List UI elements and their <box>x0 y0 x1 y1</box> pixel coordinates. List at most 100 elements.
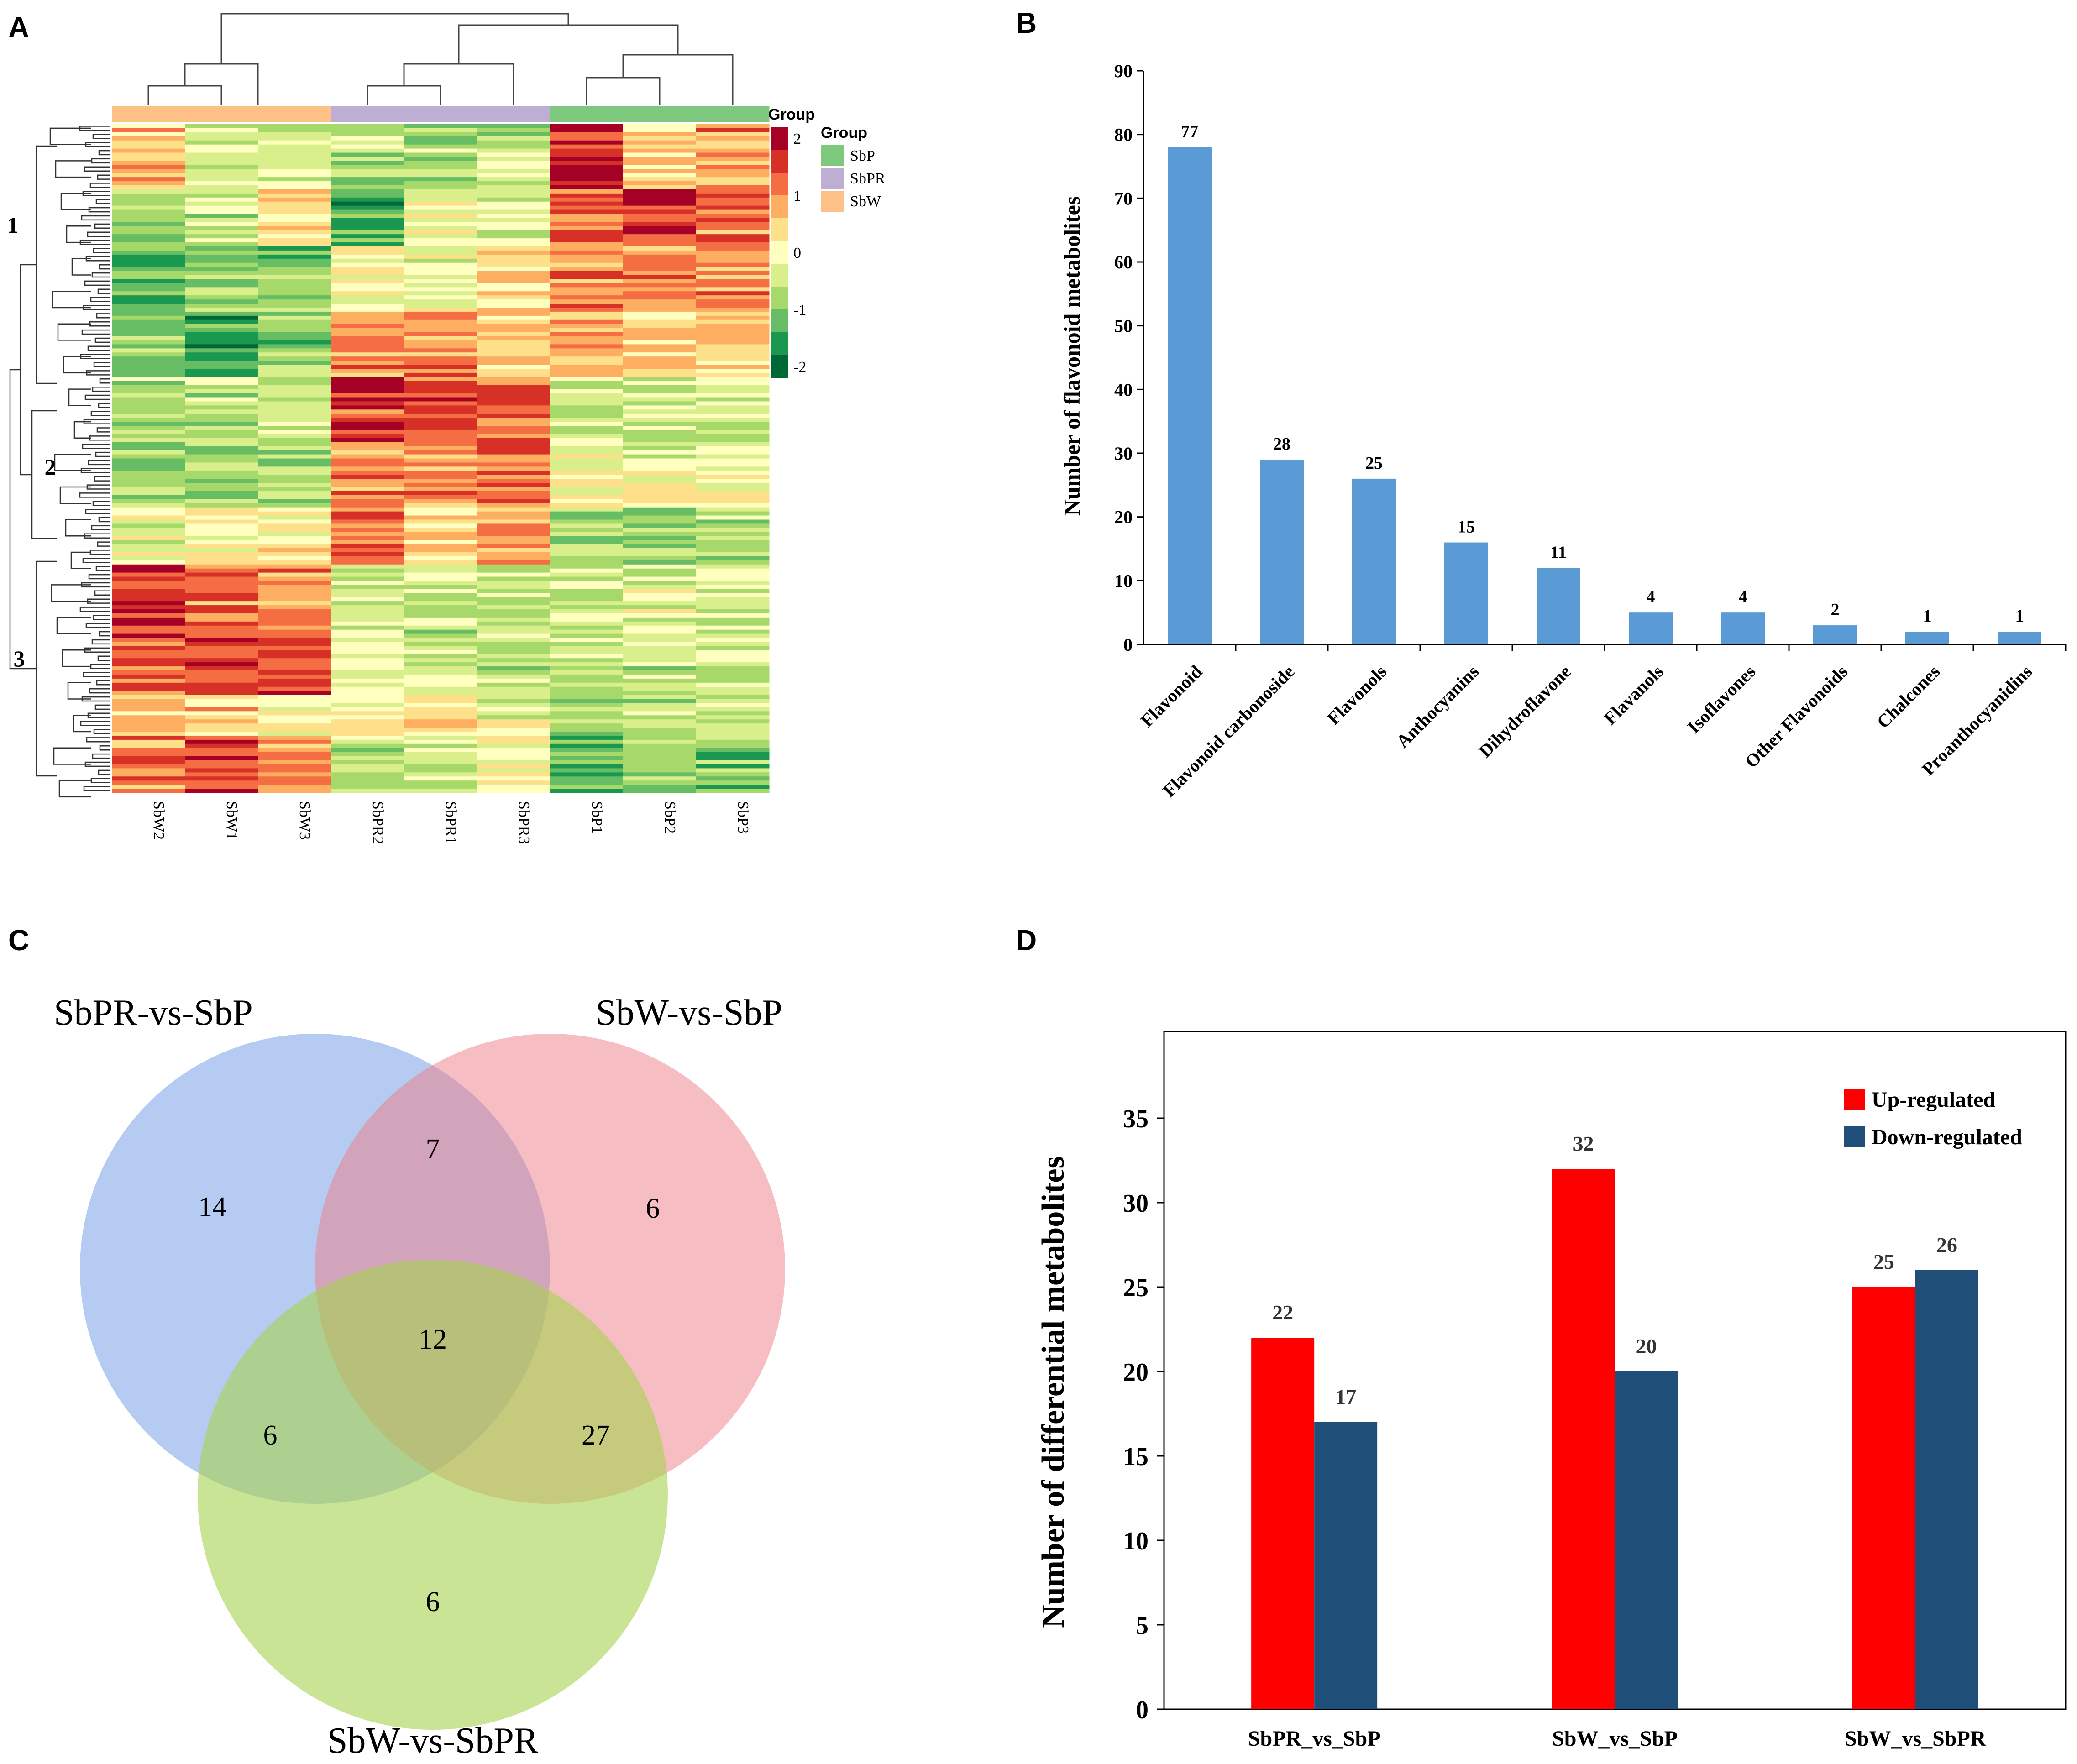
heatmap-cell <box>550 189 624 194</box>
heatmap-cell <box>112 743 185 749</box>
heatmap-cell <box>404 356 477 361</box>
d-y-axis-title: Number of differential metabolites <box>1036 1156 1071 1628</box>
heatmap-cell <box>331 515 404 520</box>
heatmap-cell <box>258 625 331 630</box>
heatmap-cell <box>696 601 770 606</box>
heatmap-cell <box>185 336 258 341</box>
heatmap-cell <box>623 466 697 471</box>
heatmap-cell <box>623 205 697 210</box>
heatmap-cell <box>623 377 697 382</box>
heatmap-cell <box>112 633 185 639</box>
heatmap-cell <box>550 250 624 255</box>
heatmap-cell <box>550 699 624 704</box>
heatmap-cell <box>696 242 770 247</box>
heatmap-cell <box>477 405 551 410</box>
heatmap-cell <box>696 743 770 749</box>
heatmap-cell <box>623 601 697 606</box>
heatmap-cell <box>696 262 770 267</box>
heatmap-cell <box>331 707 404 712</box>
heatmap-cell <box>112 389 185 394</box>
heatmap-cell <box>112 348 185 353</box>
heatmap-cell <box>404 519 477 524</box>
heatmap-cell <box>258 222 331 226</box>
heatmap-cell <box>185 479 258 483</box>
heatmap-cell <box>696 707 770 712</box>
heatmap-cell <box>623 352 697 357</box>
heatmap-cell <box>623 748 697 753</box>
heatmap-cell <box>404 336 477 341</box>
b-bar <box>1998 632 2041 644</box>
heatmap-cell <box>550 609 624 614</box>
heatmap-cell <box>696 776 770 781</box>
heatmap-cell <box>185 344 258 349</box>
heatmap-cell <box>477 148 551 153</box>
heatmap-cell <box>477 209 551 215</box>
heatmap-cell <box>623 348 697 353</box>
heatmap-cell <box>112 426 185 430</box>
heatmap-cell <box>696 487 770 492</box>
heatmap-cell <box>550 654 624 659</box>
heatmap-cell <box>477 491 551 496</box>
heatmap-cell <box>331 152 404 157</box>
heatmap-cell <box>331 389 404 394</box>
heatmap-cell <box>331 275 404 280</box>
heatmap-cell <box>477 414 551 418</box>
heatmap-cell <box>258 242 331 247</box>
color-scale-title: Group <box>768 106 815 123</box>
heatmap-cell <box>185 735 258 740</box>
heatmap-cell <box>331 743 404 749</box>
heatmap-cell <box>477 748 551 753</box>
heatmap-cell <box>185 682 258 687</box>
column-label: SbPR1 <box>442 801 459 844</box>
heatmap-cell <box>331 691 404 696</box>
heatmap-cell <box>477 442 551 447</box>
heatmap-cell <box>550 666 624 671</box>
heatmap-cell <box>550 523 624 528</box>
heatmap-cell <box>550 748 624 753</box>
heatmap-cell <box>623 422 697 426</box>
heatmap-cell <box>331 418 404 422</box>
heatmap-cell <box>258 271 331 276</box>
venn-count-only-sbw-vs-sbpr: 6 <box>426 1586 440 1617</box>
heatmap-cell <box>550 528 624 532</box>
heatmap-cell <box>477 556 551 561</box>
heatmap-cell <box>185 405 258 410</box>
heatmap-cell <box>331 507 404 512</box>
heatmap-cell <box>477 393 551 398</box>
heatmap-cell <box>696 434 770 439</box>
heatmap-cell <box>477 691 551 696</box>
heatmap-cell <box>477 495 551 500</box>
heatmap-cell <box>112 491 185 496</box>
heatmap-cell <box>477 238 551 243</box>
heatmap-cell <box>331 218 404 222</box>
venn-count-sbpr-vs-sbp-sbw-vs-sbpr: 6 <box>263 1420 278 1451</box>
heatmap-cell <box>696 560 770 565</box>
heatmap-cell <box>623 597 697 602</box>
heatmap-cell <box>404 528 477 532</box>
heatmap-cell <box>258 519 331 524</box>
heatmap-cell <box>550 397 624 402</box>
heatmap-cell <box>696 409 770 414</box>
heatmap-cell <box>404 393 477 398</box>
heatmap-cell <box>112 438 185 443</box>
heatmap-cell <box>696 479 770 483</box>
heatmap-cell <box>331 299 404 304</box>
heatmap-cell <box>258 491 331 496</box>
heatmap-cell <box>258 238 331 243</box>
heatmap-cell <box>696 250 770 255</box>
heatmap-cell <box>185 507 258 512</box>
heatmap-cell <box>404 226 477 230</box>
b-data-label: 1 <box>1923 607 1932 626</box>
heatmap-cell <box>331 686 404 691</box>
heatmap-cell <box>404 638 477 643</box>
heatmap-cell <box>185 262 258 267</box>
heatmap-cell <box>331 532 404 536</box>
color-scale-swatch <box>771 127 788 150</box>
heatmap-cell <box>550 556 624 561</box>
heatmap-cell <box>696 609 770 614</box>
heatmap-cell <box>623 299 697 304</box>
heatmap-cell <box>331 654 404 659</box>
heatmap-cell <box>696 161 770 165</box>
heatmap-cell <box>258 197 331 202</box>
heatmap-cell <box>331 442 404 447</box>
